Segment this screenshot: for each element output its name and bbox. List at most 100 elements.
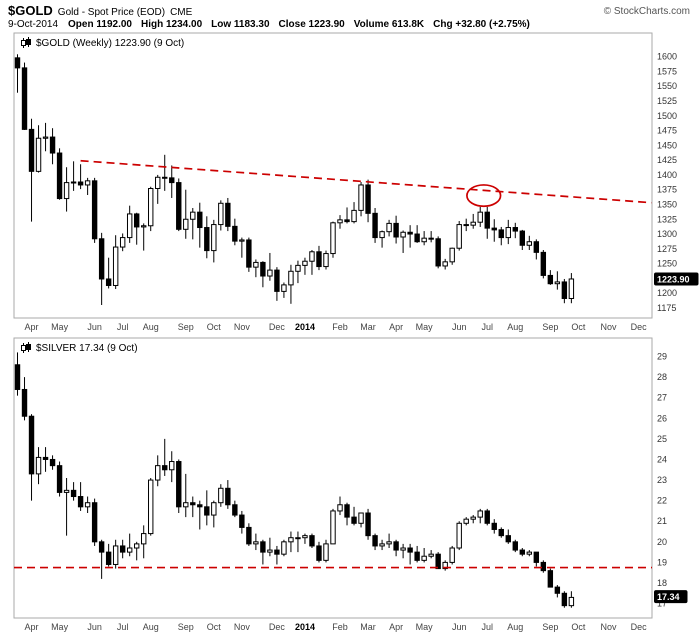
candle-body bbox=[267, 269, 273, 277]
candle-body bbox=[428, 553, 434, 557]
last-price-tag-label: 17.34 bbox=[657, 592, 680, 602]
candle-body bbox=[21, 67, 28, 130]
candle-body bbox=[119, 545, 126, 553]
candle-body bbox=[400, 547, 406, 551]
silver-chart-panel: $SILVER 17.34 (9 Oct) 29 28 27 26 25 24 23 22 21… bbox=[0, 335, 700, 635]
candle-body bbox=[316, 251, 322, 268]
candle-body bbox=[253, 261, 259, 268]
y-axis-tick-label: 27 bbox=[657, 393, 667, 403]
candle-body bbox=[414, 551, 420, 561]
x-axis-month-label: Mar bbox=[360, 322, 376, 332]
candle-body bbox=[414, 233, 420, 243]
candle-body bbox=[105, 278, 112, 286]
candle-body bbox=[148, 188, 154, 227]
x-axis-month-label: May bbox=[51, 322, 69, 332]
x-axis-month-label: Sep bbox=[542, 622, 558, 632]
candle-body bbox=[183, 218, 189, 230]
candle-body bbox=[49, 458, 56, 467]
x-axis-month-label: Apr bbox=[389, 622, 403, 632]
candle-body bbox=[337, 219, 343, 224]
y-axis-tick-label: 1475 bbox=[657, 126, 677, 136]
candle-body bbox=[421, 237, 427, 243]
candle-body bbox=[407, 231, 413, 235]
x-axis-month-label: Jul bbox=[481, 622, 493, 632]
candle-body bbox=[463, 224, 469, 227]
x-axis-month-label: Nov bbox=[234, 322, 251, 332]
stat-volume: Volume 613.8K bbox=[353, 19, 425, 30]
last-price-tag bbox=[654, 590, 688, 604]
candle-body bbox=[484, 211, 490, 229]
candle-body bbox=[344, 219, 350, 223]
candle-body bbox=[133, 543, 140, 549]
gold-chart-panel: $GOLD (Weekly) 1223.90 (9 Oct) 1600 1575 1… bbox=[0, 30, 700, 335]
candle-body bbox=[561, 281, 568, 299]
candle-body bbox=[309, 251, 315, 262]
plot-border bbox=[13, 337, 653, 619]
x-axis-month-label: Jun bbox=[87, 622, 102, 632]
candle-body bbox=[162, 465, 168, 471]
x-axis-month-label: Jul bbox=[117, 322, 129, 332]
candle-body bbox=[379, 231, 385, 239]
candle-body bbox=[218, 202, 224, 226]
candle-body bbox=[302, 260, 308, 266]
x-axis-month-label: May bbox=[51, 622, 69, 632]
x-axis-month-label: Aug bbox=[507, 622, 523, 632]
y-axis-tick-label: 1500 bbox=[657, 111, 677, 121]
x-axis-month-label: Oct bbox=[571, 322, 586, 332]
candle-body bbox=[337, 504, 343, 512]
candle-body bbox=[554, 281, 561, 285]
candle-body bbox=[533, 241, 540, 253]
candle-body bbox=[295, 264, 301, 272]
candle-body bbox=[351, 516, 357, 524]
candle-body bbox=[505, 227, 511, 239]
candle-body bbox=[358, 184, 364, 211]
candle-body bbox=[274, 549, 280, 555]
ellipse-annotation bbox=[466, 184, 502, 208]
candle-body bbox=[561, 592, 568, 607]
silver-chart-canvas: 29 28 27 26 25 24 23 22 21 20 19 18 17 Apr May Jun Jul Au… bbox=[13, 337, 688, 632]
candle-body bbox=[260, 541, 266, 553]
last-price-tag-label: 1223.90 bbox=[657, 275, 690, 285]
candle-body bbox=[239, 514, 245, 528]
candle-body bbox=[239, 239, 245, 242]
candle-body bbox=[568, 596, 575, 607]
y-axis-tick-label: 1425 bbox=[657, 155, 677, 165]
candle-body bbox=[484, 510, 490, 524]
candle-body bbox=[253, 541, 259, 545]
candle-body bbox=[141, 533, 147, 545]
candle-body bbox=[197, 504, 203, 508]
x-axis-month-label: Jun bbox=[87, 322, 102, 332]
candle-body bbox=[540, 251, 547, 276]
y-axis-tick-label: 1525 bbox=[657, 96, 677, 106]
candle-body bbox=[449, 547, 455, 563]
candle-body bbox=[491, 522, 497, 530]
candle-body bbox=[477, 510, 483, 518]
candle-body bbox=[42, 136, 49, 139]
header-title-row: $GOLD Gold - Spot Price (EOD) CME © StockC… bbox=[8, 3, 692, 18]
candle-body bbox=[435, 238, 441, 267]
x-axis-month-label: Mar bbox=[360, 622, 376, 632]
x-axis-month-label: Apr bbox=[25, 322, 39, 332]
header-quote-row: 9-Oct-2014 Open 1192.00 High 1234.00 Low 11… bbox=[8, 18, 692, 32]
x-axis-month-label: Nov bbox=[601, 322, 618, 332]
x-axis-month-label: Sep bbox=[178, 622, 194, 632]
gold-chart-canvas: 1600 1575 1550 1525 1500 1475 1450 1425 1400 1375… bbox=[13, 32, 699, 332]
candle-body bbox=[512, 541, 518, 551]
candle-body bbox=[105, 551, 112, 565]
candle-body bbox=[505, 535, 511, 543]
candle-body bbox=[358, 512, 364, 524]
candle-body bbox=[386, 541, 392, 545]
candle-body bbox=[288, 270, 294, 286]
x-axis-month-label: Oct bbox=[207, 622, 222, 632]
candle-body bbox=[112, 246, 119, 286]
candle-body bbox=[77, 181, 84, 186]
candle-body bbox=[372, 535, 378, 547]
candle-body bbox=[70, 489, 77, 498]
candle-body bbox=[498, 229, 504, 239]
candle-body bbox=[463, 518, 469, 524]
candle-body bbox=[435, 553, 441, 570]
candle-body bbox=[526, 241, 533, 246]
candle-body bbox=[442, 261, 448, 267]
candle-body bbox=[456, 522, 462, 549]
